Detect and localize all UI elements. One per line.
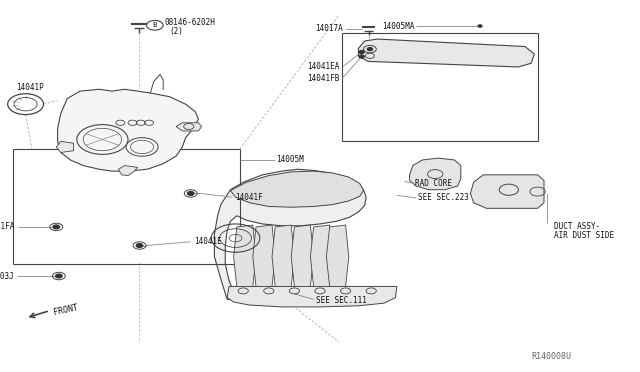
Text: 14005M: 14005M [276,155,304,164]
Polygon shape [272,225,294,286]
Text: (2): (2) [169,27,183,36]
Polygon shape [326,225,349,286]
Text: 14003J: 14003J [0,272,14,280]
Circle shape [478,25,482,27]
Text: B: B [153,22,157,28]
Text: 14041FA: 14041FA [0,222,15,231]
Polygon shape [176,123,202,131]
Polygon shape [230,171,364,207]
Circle shape [188,192,194,195]
Polygon shape [234,225,256,286]
Text: 14041FB: 14041FB [307,74,339,83]
Text: 14017A: 14017A [316,24,343,33]
Circle shape [359,51,364,54]
Circle shape [136,244,143,247]
Text: FRONT: FRONT [52,302,79,317]
Polygon shape [227,286,397,307]
Polygon shape [358,39,534,67]
Polygon shape [58,89,198,171]
Polygon shape [253,225,275,286]
Polygon shape [56,141,74,153]
Text: SEE SEC.223: SEE SEC.223 [418,193,468,202]
Text: 08146-6202H: 08146-6202H [164,18,215,27]
Circle shape [56,274,62,278]
Text: 14041E: 14041E [194,237,221,246]
Circle shape [367,48,372,51]
Polygon shape [214,169,366,299]
Polygon shape [410,158,461,190]
Polygon shape [310,225,333,286]
Text: SEE SEC.111: SEE SEC.111 [316,296,366,305]
Text: DUCT ASSY-: DUCT ASSY- [554,222,600,231]
Text: 14041EA: 14041EA [307,62,339,71]
Polygon shape [470,175,544,208]
Text: R140008U: R140008U [531,352,571,361]
Circle shape [53,225,60,229]
Text: RAD CORE: RAD CORE [415,179,452,187]
Text: AIR DUST SIDE: AIR DUST SIDE [554,231,614,240]
Polygon shape [291,225,314,286]
Text: 14041F: 14041F [236,193,263,202]
Polygon shape [118,166,138,176]
Text: 14041P: 14041P [16,83,44,92]
Text: 14005MA: 14005MA [382,22,415,31]
Circle shape [359,55,364,58]
